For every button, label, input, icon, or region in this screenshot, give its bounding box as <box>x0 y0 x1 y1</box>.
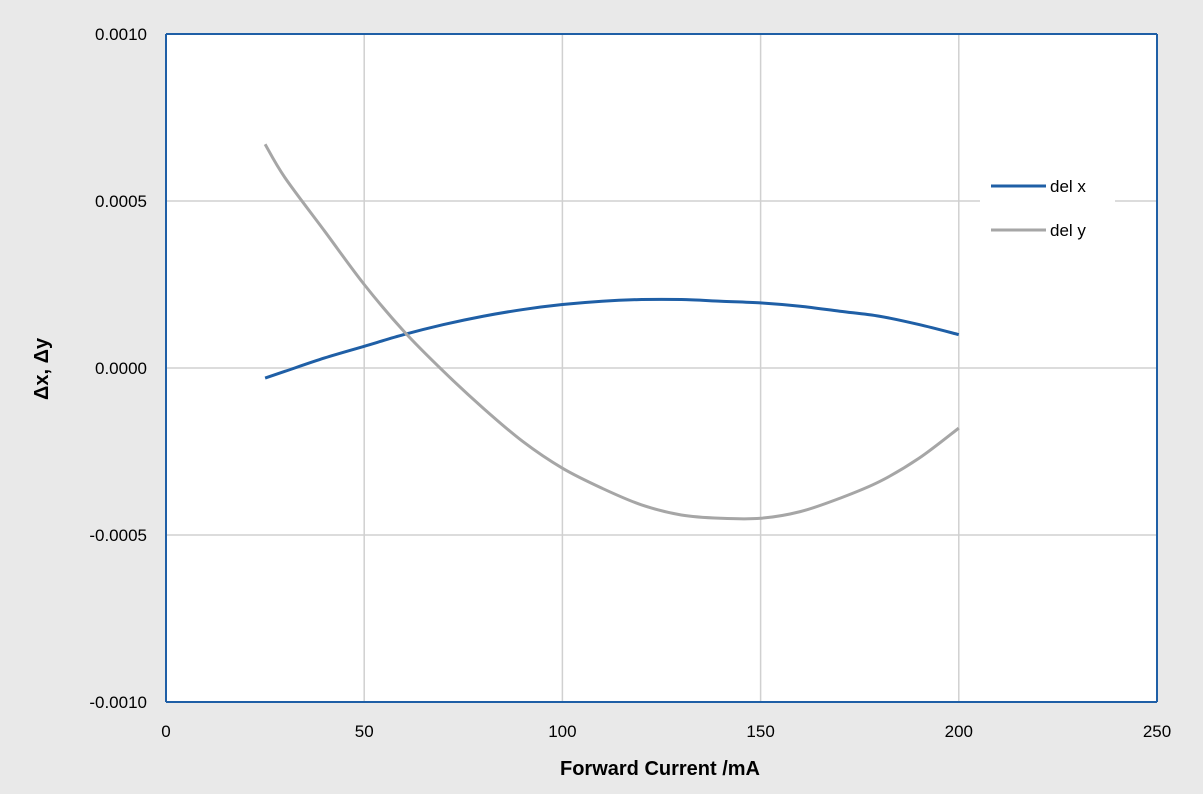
legend-box <box>980 165 1115 249</box>
y-tick-label: 0.0000 <box>95 359 147 378</box>
x-tick-label: 50 <box>355 722 374 741</box>
x-tick-label: 150 <box>746 722 774 741</box>
y-tick-label: 0.0010 <box>95 25 147 44</box>
grid-lines <box>166 34 1157 702</box>
legend-label: del x <box>1050 177 1086 196</box>
series-lines <box>263 143 960 521</box>
y-tick-label: -0.0005 <box>89 526 147 545</box>
x-tick-label: 200 <box>945 722 973 741</box>
tick-labels: 0 50 100 150 200 250 0.0010 0.0005 0.0000 -0.0005… <box>89 25 1171 741</box>
series-line-1 <box>263 143 960 521</box>
x-tick-label: 250 <box>1143 722 1171 741</box>
x-axis-title: Forward Current /mA <box>560 758 760 780</box>
legend-label: del y <box>1050 221 1086 240</box>
x-tick-label: 100 <box>548 722 576 741</box>
y-tick-label: 0.0005 <box>95 192 147 211</box>
y-tick-label: -0.0010 <box>89 693 147 712</box>
legend: del x del y <box>980 165 1115 249</box>
axes <box>165 33 1158 703</box>
y-axis-title: Δx, Δy <box>31 337 53 400</box>
x-tick-label: 0 <box>161 722 170 741</box>
series-line-0 <box>264 297 960 380</box>
